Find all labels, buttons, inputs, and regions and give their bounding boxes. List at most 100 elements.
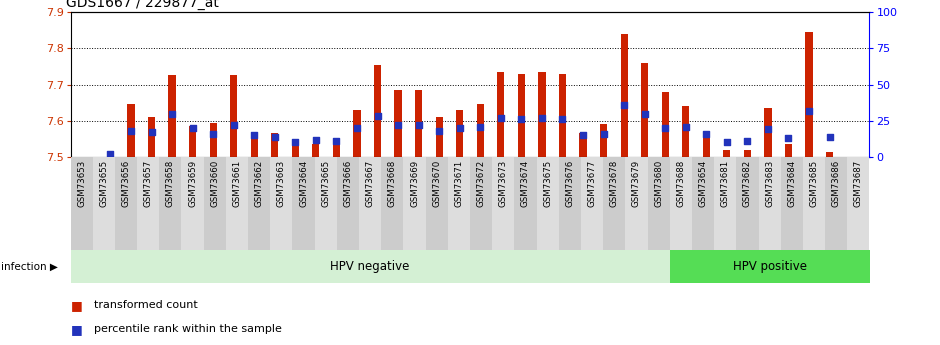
Text: GSM73687: GSM73687 bbox=[854, 160, 863, 207]
Bar bbox=[93, 157, 115, 250]
Text: GSM73667: GSM73667 bbox=[366, 160, 375, 207]
Point bbox=[288, 140, 303, 145]
Bar bbox=[271, 157, 292, 250]
Bar bbox=[226, 157, 248, 250]
Text: GSM73686: GSM73686 bbox=[832, 160, 840, 207]
Point bbox=[390, 122, 405, 128]
Bar bbox=[714, 157, 736, 250]
Point bbox=[431, 128, 446, 134]
Text: GSM73659: GSM73659 bbox=[188, 160, 197, 207]
Bar bbox=[625, 157, 648, 250]
Point bbox=[514, 117, 529, 122]
Point bbox=[370, 114, 385, 119]
Text: GSM73673: GSM73673 bbox=[499, 160, 508, 207]
Bar bbox=[333, 141, 340, 157]
Bar bbox=[426, 157, 447, 250]
Text: GSM73682: GSM73682 bbox=[743, 160, 752, 207]
Text: GSM73675: GSM73675 bbox=[543, 160, 552, 207]
Text: GSM73688: GSM73688 bbox=[677, 160, 685, 207]
Point bbox=[637, 111, 652, 116]
Bar bbox=[662, 92, 668, 157]
Bar bbox=[785, 144, 792, 157]
Text: GSM73668: GSM73668 bbox=[388, 160, 397, 207]
Point bbox=[411, 122, 426, 128]
Bar bbox=[518, 73, 525, 157]
Text: GSM73672: GSM73672 bbox=[477, 160, 486, 207]
Point bbox=[494, 115, 509, 121]
Bar bbox=[579, 134, 587, 157]
Bar bbox=[581, 157, 603, 250]
Bar bbox=[168, 76, 176, 157]
Bar bbox=[759, 157, 781, 250]
Bar bbox=[115, 157, 137, 250]
Bar bbox=[539, 72, 545, 157]
Text: HPV positive: HPV positive bbox=[732, 260, 807, 273]
Bar bbox=[159, 157, 181, 250]
Bar bbox=[600, 125, 607, 157]
Point bbox=[164, 111, 180, 116]
Bar bbox=[825, 157, 847, 250]
Bar bbox=[359, 157, 382, 250]
Bar bbox=[148, 117, 155, 157]
Bar bbox=[456, 110, 463, 157]
Bar bbox=[493, 157, 514, 250]
Text: GSM73665: GSM73665 bbox=[321, 160, 330, 207]
Point bbox=[473, 124, 488, 129]
Bar bbox=[435, 117, 443, 157]
Text: ■: ■ bbox=[70, 299, 83, 312]
Bar bbox=[703, 135, 710, 157]
Point bbox=[719, 140, 734, 145]
Bar bbox=[204, 157, 226, 250]
Bar bbox=[272, 134, 278, 157]
Point bbox=[350, 125, 365, 131]
Point bbox=[227, 122, 242, 128]
Point bbox=[452, 125, 467, 131]
Point bbox=[123, 128, 138, 134]
Bar bbox=[374, 65, 381, 157]
Text: GSM73685: GSM73685 bbox=[809, 160, 819, 207]
Bar bbox=[497, 72, 505, 157]
Bar bbox=[395, 90, 401, 157]
Text: GSM73653: GSM73653 bbox=[77, 160, 86, 207]
Point bbox=[144, 130, 159, 135]
Bar bbox=[292, 157, 315, 250]
Point bbox=[102, 151, 118, 157]
Text: GSM73654: GSM73654 bbox=[698, 160, 708, 207]
Bar bbox=[847, 157, 870, 250]
Bar bbox=[315, 157, 337, 250]
Bar bbox=[826, 151, 833, 157]
Point bbox=[802, 108, 817, 114]
Bar bbox=[723, 150, 730, 157]
Text: GSM73680: GSM73680 bbox=[654, 160, 663, 207]
Text: GSM73677: GSM73677 bbox=[588, 160, 597, 207]
Point bbox=[267, 134, 282, 139]
Point bbox=[822, 134, 838, 139]
Text: GSM73656: GSM73656 bbox=[121, 160, 131, 207]
Bar bbox=[781, 157, 803, 250]
Bar bbox=[803, 157, 825, 250]
Bar bbox=[447, 157, 470, 250]
Point bbox=[206, 131, 221, 137]
Bar bbox=[312, 144, 320, 157]
Bar bbox=[558, 157, 581, 250]
Text: GSM73678: GSM73678 bbox=[610, 160, 619, 207]
Text: percentile rank within the sample: percentile rank within the sample bbox=[94, 325, 282, 334]
Text: GSM73670: GSM73670 bbox=[432, 160, 441, 207]
Text: transformed count: transformed count bbox=[94, 300, 197, 310]
Text: GSM73657: GSM73657 bbox=[144, 160, 152, 207]
Text: GSM73676: GSM73676 bbox=[565, 160, 574, 207]
Bar bbox=[291, 144, 299, 157]
Bar bbox=[353, 110, 361, 157]
Bar bbox=[537, 157, 558, 250]
Point bbox=[535, 115, 550, 121]
Point bbox=[596, 131, 611, 137]
Bar bbox=[806, 32, 813, 157]
Text: ■: ■ bbox=[70, 323, 83, 336]
Bar bbox=[181, 157, 204, 250]
Text: GSM73661: GSM73661 bbox=[232, 160, 242, 207]
Bar bbox=[648, 157, 669, 250]
Bar bbox=[382, 157, 403, 250]
Text: infection ▶: infection ▶ bbox=[1, 262, 58, 272]
Bar bbox=[682, 106, 689, 157]
Text: GDS1667 / 229877_at: GDS1667 / 229877_at bbox=[66, 0, 219, 10]
